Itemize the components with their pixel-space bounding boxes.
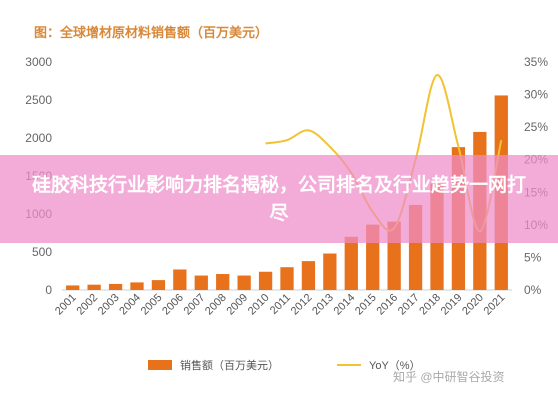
- x-tick-label: 2015: [353, 292, 379, 318]
- x-tick-label: 2011: [268, 292, 293, 317]
- x-tick-label: 2020: [460, 292, 486, 318]
- bar-2014: [344, 236, 358, 290]
- legend-label-yoy: YoY（%）: [369, 360, 421, 372]
- bar-2013: [323, 253, 337, 290]
- bar-2010: [258, 271, 273, 290]
- x-tick-label: 2001: [53, 292, 79, 318]
- bar-2007: [194, 275, 208, 290]
- x-tick-label: 2003: [96, 292, 122, 318]
- x-tick-label: 2005: [139, 292, 165, 318]
- legend-label-sales: 销售额（百万美元）: [180, 360, 279, 372]
- x-tick-label: 2014: [332, 292, 358, 318]
- y-left-tick-label: 2000: [25, 131, 52, 145]
- bar-2006: [173, 269, 187, 290]
- legend-item-sales: 销售额（百万美元）: [148, 357, 279, 373]
- x-tick-label: 2006: [160, 292, 186, 318]
- bar-2012: [301, 261, 316, 290]
- y-left-tick-label: 2500: [25, 93, 52, 107]
- y-left-tick-label: 3000: [25, 55, 52, 69]
- legend-swatch-line: [337, 364, 361, 366]
- x-tick-label: 2004: [117, 292, 143, 318]
- y-right-tick-label: 0%: [524, 283, 542, 297]
- bar-2004: [130, 282, 144, 290]
- x-tick-label: 2018: [417, 292, 443, 318]
- watermark: 知乎 @中研智谷投资: [393, 370, 505, 384]
- bar-2003: [108, 283, 123, 290]
- bar-2002: [87, 284, 101, 290]
- legend-swatch-bar: [148, 360, 172, 370]
- legend: 销售额（百万美元） YoY（%）: [148, 357, 479, 373]
- legend-item-yoy: YoY（%）: [337, 357, 421, 373]
- bar-2011: [280, 267, 294, 290]
- y-right-tick-label: 5%: [524, 250, 542, 264]
- headline-banner: 硅胶科技行业影响力排名揭秘，公司排名及行业趋势一网打尽: [0, 155, 558, 243]
- chart-title: 图：全球增材原材料销售额（百万美元）: [34, 25, 269, 40]
- x-tick-label: 2007: [182, 292, 208, 318]
- bar-2008: [216, 274, 230, 290]
- y-right-tick-label: 30%: [524, 88, 548, 102]
- y-left-tick-label: 500: [32, 245, 52, 259]
- x-tick-label: 2008: [203, 292, 229, 318]
- x-tick-label: 2002: [74, 292, 100, 318]
- x-axis: 2001200220032004200520062007200820092010…: [53, 292, 507, 318]
- x-tick-label: 2019: [439, 292, 465, 318]
- x-tick-label: 2012: [289, 292, 315, 318]
- x-tick-label: 2016: [374, 292, 400, 318]
- y-right-tick-label: 35%: [524, 55, 548, 69]
- x-tick-label: 2013: [310, 292, 336, 318]
- bar-2009: [237, 275, 251, 290]
- x-tick-label: 2009: [224, 292, 250, 318]
- y-left-tick-label: 0: [45, 283, 52, 297]
- x-tick-label: 2021: [482, 292, 508, 318]
- bar-2001: [66, 285, 80, 290]
- y-right-tick-label: 25%: [524, 120, 548, 134]
- headline-text: 硅胶科技行业影响力排名揭秘，公司排名及行业趋势一网打尽: [31, 174, 526, 224]
- bar-2005: [151, 280, 166, 290]
- x-tick-label: 2010: [246, 292, 272, 318]
- x-tick-label: 2017: [396, 292, 422, 318]
